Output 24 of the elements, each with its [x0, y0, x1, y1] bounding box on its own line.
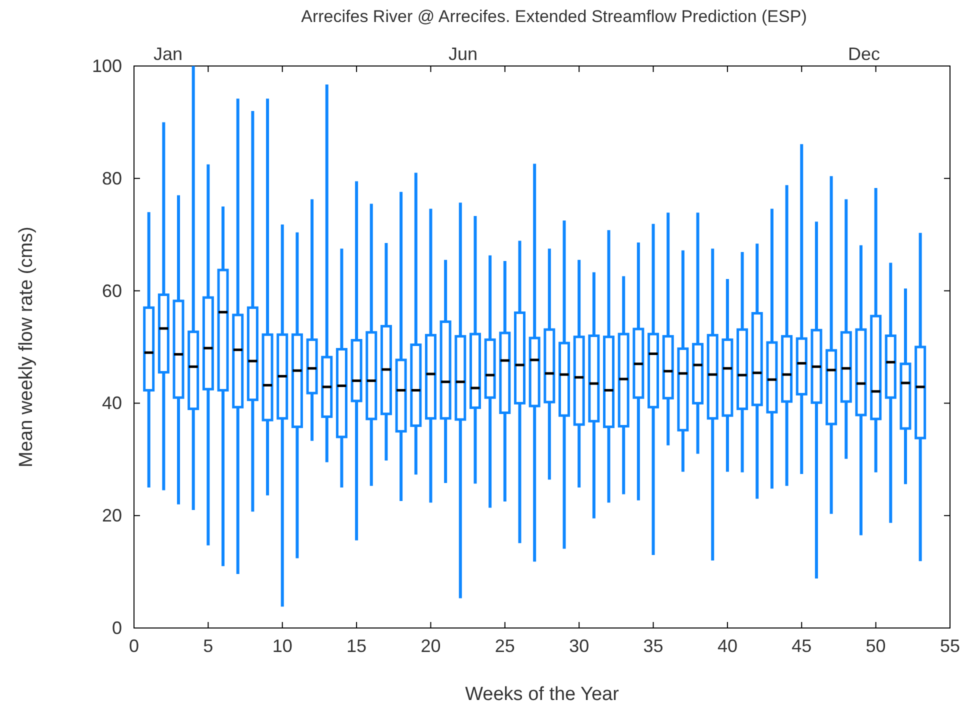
x-tick-label: 35 — [643, 636, 664, 656]
x-tick-label: 30 — [569, 636, 590, 656]
x-tick-label: 20 — [420, 636, 441, 656]
text: Jun — [448, 44, 478, 64]
y-tick-label: 20 — [102, 506, 122, 526]
x-tick-label: 25 — [494, 636, 515, 656]
x-tick-label: 10 — [272, 636, 292, 656]
text: Jan — [153, 44, 183, 64]
x-tick-label: 40 — [717, 636, 738, 656]
text: Dec — [848, 44, 880, 64]
y-tick-label: 80 — [102, 168, 122, 188]
y-tick-label: 40 — [102, 393, 122, 414]
y-tick-label: 0 — [112, 618, 122, 638]
x-tick-label: 55 — [940, 636, 960, 656]
x-tick-label: 0 — [128, 636, 140, 656]
y-tick-label: 100 — [92, 56, 122, 76]
chart-title: Arrecifes River @ Arrecifes. Extended Streamflow Prediction (ESP) — [301, 7, 807, 26]
x-tick-label: 15 — [346, 636, 367, 656]
y-tick-label: 60 — [102, 280, 122, 301]
x-axis-title: Weeks of the Year — [465, 684, 620, 705]
x-tick-label: 5 — [203, 636, 214, 656]
x-tick-label: 45 — [792, 636, 812, 656]
x-tick-label: 50 — [866, 636, 886, 656]
y-axis-title: Mean weekly flow rate (cms) — [16, 226, 37, 468]
